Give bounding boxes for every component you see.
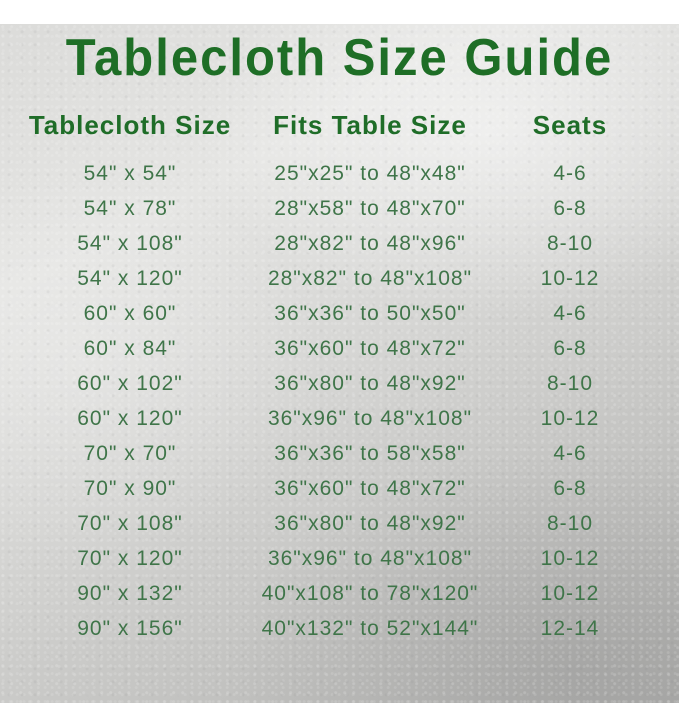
seats-cell: 8-10 [546,371,594,395]
table-row: 54" x 78" 28"x58" to 48"x70" 6-8 [0,191,679,226]
fits-table-size-cell: 36"x60" to 48"x72" [274,336,466,360]
tablecloth-size-cell: 54" x 120" [77,266,183,290]
fits-table-size-cell: 25"x25" to 48"x48" [274,161,466,185]
seats-cell: 6-8 [553,196,587,220]
seats-cell: 10-12 [540,546,600,570]
fits-table-size-cell: 40"x108" to 78"x120" [261,581,479,605]
table-row: 70" x 120" 36"x96" to 48"x108" 10-12 [0,541,679,576]
seats-cell: 4-6 [553,301,587,325]
table-row: 70" x 70" 36"x36" to 58"x58" 4-6 [0,436,679,471]
table-row: 90" x 156" 40"x132" to 52"x144" 12-14 [0,611,679,646]
header-tablecloth-size: Tablecloth Size [28,109,232,140]
tablecloth-size-cell: 60" x 120" [77,406,183,430]
table-row: 60" x 60" 36"x36" to 50"x50" 4-6 [0,296,679,331]
table-row: 60" x 84" 36"x60" to 48"x72" 6-8 [0,331,679,366]
tablecloth-size-cell: 70" x 120" [77,546,183,570]
fits-table-size-cell: 36"x36" to 50"x50" [274,301,466,325]
seats-cell: 4-6 [553,441,587,465]
table-row: 70" x 90" 36"x60" to 48"x72" 6-8 [0,471,679,506]
fits-table-size-cell: 36"x80" to 48"x92" [274,511,466,535]
tablecloth-size-cell: 54" x 78" [83,196,177,220]
tablecloth-size-cell: 60" x 84" [83,336,177,360]
tablecloth-size-cell: 54" x 54" [83,161,177,185]
tablecloth-size-cell: 90" x 156" [77,616,183,640]
seats-cell: 10-12 [540,266,600,290]
seats-cell: 6-8 [553,336,587,360]
fits-table-size-cell: 36"x96" to 48"x108" [267,406,473,430]
fits-table-size-cell: 36"x80" to 48"x92" [274,371,466,395]
header-seats: Seats [532,109,608,140]
fits-table-size-cell: 28"x58" to 48"x70" [274,196,466,220]
table-row: 90" x 132" 40"x108" to 78"x120" 10-12 [0,576,679,611]
table-row: 60" x 120" 36"x96" to 48"x108" 10-12 [0,401,679,436]
tablecloth-size-cell: 54" x 108" [77,231,183,255]
table-row: 70" x 108" 36"x80" to 48"x92" 8-10 [0,506,679,541]
table-row: 54" x 120" 28"x82" to 48"x108" 10-12 [0,261,679,296]
tablecloth-size-cell: 60" x 102" [77,371,183,395]
tablecloth-size-cell: 70" x 90" [83,476,177,500]
seats-cell: 8-10 [546,511,594,535]
tablecloth-size-cell: 60" x 60" [83,301,177,325]
table-row: 54" x 54" 25"x25" to 48"x48" 4-6 [0,156,679,191]
fits-table-size-cell: 36"x36" to 58"x58" [274,441,466,465]
fits-table-size-cell: 36"x96" to 48"x108" [267,546,473,570]
fits-table-size-cell: 40"x132" to 52"x144" [261,616,479,640]
tablecloth-size-cell: 70" x 70" [83,441,177,465]
page-title: Tablecloth Size Guide [65,29,614,87]
size-guide-table: Tablecloth Size Fits Table Size Seats 54… [0,106,679,646]
table-body: 54" x 54" 25"x25" to 48"x48" 4-6 54" x 78" 2… [0,156,679,646]
seats-cell: 6-8 [553,476,587,500]
seats-cell: 4-6 [553,161,587,185]
fits-table-size-cell: 28"x82" to 48"x96" [274,231,466,255]
seats-cell: 12-14 [540,616,600,640]
table-header-row: Tablecloth Size Fits Table Size Seats [0,106,679,144]
seats-cell: 8-10 [546,231,594,255]
tablecloth-size-cell: 70" x 108" [77,511,183,535]
table-row: 60" x 102" 36"x80" to 48"x92" 8-10 [0,366,679,401]
tablecloth-size-cell: 90" x 132" [77,581,183,605]
fits-table-size-cell: 36"x60" to 48"x72" [274,476,466,500]
table-row: 54" x 108" 28"x82" to 48"x96" 8-10 [0,226,679,261]
fits-table-size-cell: 28"x82" to 48"x108" [267,266,473,290]
seats-cell: 10-12 [540,406,600,430]
seats-cell: 10-12 [540,581,600,605]
size-guide-infographic: Tablecloth Size Guide Tablecloth Size Fi… [0,24,679,703]
header-fits-table-size: Fits Table Size [273,109,467,140]
